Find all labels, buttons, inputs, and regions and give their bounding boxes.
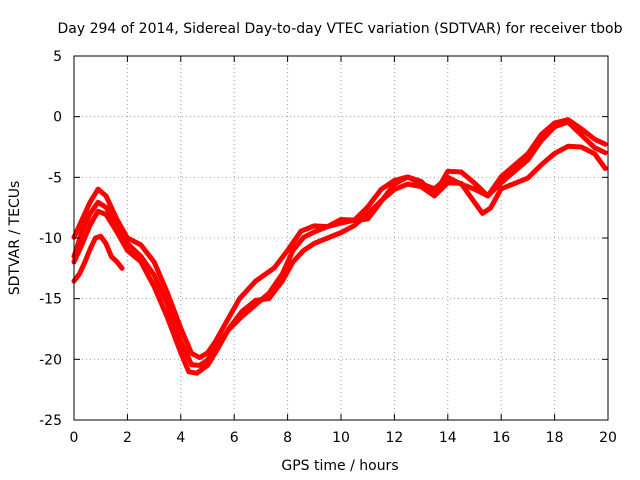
tick-labels: 0 2 4 6 8 10 12 14 16 18 20 -25 -20 -15 -10 -5 0 5 — [39, 49, 617, 446]
chart-title: Day 294 of 2014, Sidereal Day-to-day VTE… — [57, 21, 622, 37]
y-tick-label-5: 0 — [53, 110, 62, 126]
x-tick-label-0: 0 — [70, 430, 79, 446]
y-tick-label-2: -15 — [39, 292, 62, 308]
y-tick-label-6: 5 — [53, 49, 62, 65]
x-axis-label: GPS time / hours — [281, 458, 398, 474]
x-tick-label-8: 16 — [492, 430, 510, 446]
grid-lines — [74, 56, 608, 420]
x-tick-label-2: 4 — [176, 430, 185, 446]
series-lines — [71, 117, 608, 376]
axes — [73, 55, 609, 421]
y-axis-label: SDTVAR / TECUs — [7, 181, 23, 296]
series-line-trace-2 — [71, 119, 608, 368]
x-tick-label-9: 18 — [546, 430, 564, 446]
series-line-trace-3 — [71, 143, 608, 376]
y-tick-label-3: -10 — [39, 231, 62, 247]
y-tick-label-1: -20 — [39, 352, 62, 368]
y-tick-label-4: -5 — [48, 170, 62, 186]
x-tick-label-4: 8 — [283, 430, 292, 446]
x-tick-label-10: 20 — [599, 430, 617, 446]
series-line-trace-1 — [71, 117, 608, 361]
x-tick-label-3: 6 — [230, 430, 239, 446]
x-tick-label-7: 14 — [439, 430, 457, 446]
x-tick-label-1: 2 — [123, 430, 132, 446]
x-tick-label-5: 10 — [332, 430, 350, 446]
series-line-trace-4 — [71, 233, 125, 284]
x-tick-label-6: 12 — [385, 430, 403, 446]
y-tick-label-0: -25 — [39, 413, 62, 429]
